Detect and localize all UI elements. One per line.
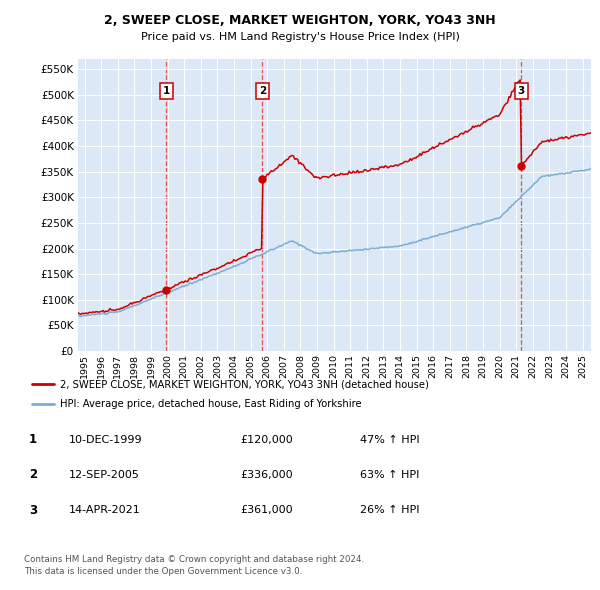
Text: £361,000: £361,000 xyxy=(240,506,293,515)
Text: 10-DEC-1999: 10-DEC-1999 xyxy=(69,435,143,444)
Text: 47% ↑ HPI: 47% ↑ HPI xyxy=(360,435,419,444)
Text: £336,000: £336,000 xyxy=(240,470,293,480)
Text: 2: 2 xyxy=(259,86,266,96)
Text: 3: 3 xyxy=(29,504,37,517)
Text: 26% ↑ HPI: 26% ↑ HPI xyxy=(360,506,419,515)
Text: 14-APR-2021: 14-APR-2021 xyxy=(69,506,141,515)
Text: 2, SWEEP CLOSE, MARKET WEIGHTON, YORK, YO43 3NH (detached house): 2, SWEEP CLOSE, MARKET WEIGHTON, YORK, Y… xyxy=(60,379,429,389)
Text: 1: 1 xyxy=(163,86,170,96)
Text: This data is licensed under the Open Government Licence v3.0.: This data is licensed under the Open Gov… xyxy=(24,566,302,576)
Text: 12-SEP-2005: 12-SEP-2005 xyxy=(69,470,140,480)
Text: £120,000: £120,000 xyxy=(240,435,293,444)
Text: Price paid vs. HM Land Registry's House Price Index (HPI): Price paid vs. HM Land Registry's House … xyxy=(140,32,460,41)
Text: 1: 1 xyxy=(29,433,37,446)
Text: HPI: Average price, detached house, East Riding of Yorkshire: HPI: Average price, detached house, East… xyxy=(60,399,362,408)
Text: 3: 3 xyxy=(518,86,525,96)
Text: 63% ↑ HPI: 63% ↑ HPI xyxy=(360,470,419,480)
Text: 2: 2 xyxy=(29,468,37,481)
Text: Contains HM Land Registry data © Crown copyright and database right 2024.: Contains HM Land Registry data © Crown c… xyxy=(24,555,364,564)
Text: 2, SWEEP CLOSE, MARKET WEIGHTON, YORK, YO43 3NH: 2, SWEEP CLOSE, MARKET WEIGHTON, YORK, Y… xyxy=(104,14,496,27)
